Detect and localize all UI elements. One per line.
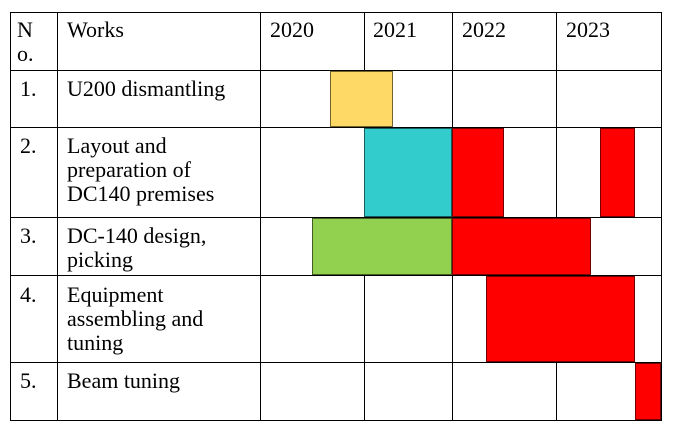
row-4-works: Equipment assembling and tuning [67, 282, 204, 355]
gantt-bar-row-3 [312, 218, 452, 275]
table-row-border [10, 127, 662, 128]
table-row-border [10, 217, 662, 218]
table-column-border [556, 12, 557, 421]
table-column-border [260, 12, 261, 421]
gantt-bar-row-3 [452, 218, 591, 275]
row-3-works: DC-140 design, picking [67, 223, 207, 272]
table-row-border [10, 12, 662, 13]
row-1-works: U200 dismantling [67, 76, 226, 101]
header-year-2020: 2020 [270, 17, 314, 42]
table-row-border [10, 420, 662, 421]
row-1-no: 1. [20, 76, 37, 101]
table-row-border [10, 362, 662, 363]
table-row-border [10, 275, 662, 276]
header-year-2022: 2022 [462, 17, 506, 42]
header-year-2023: 2023 [566, 17, 610, 42]
row-5-works: Beam tuning [67, 368, 181, 393]
header-works: Works [67, 17, 124, 42]
table-row-border [10, 70, 662, 71]
table-column-border [57, 12, 58, 421]
gantt-bar-row-4 [486, 276, 635, 362]
header-no: N o. [17, 17, 34, 66]
row-3-no: 3. [20, 223, 37, 248]
gantt-bar-row-5 [634, 363, 661, 420]
row-5-no: 5. [20, 368, 37, 393]
gantt-bar-row-1 [329, 71, 394, 127]
row-4-no: 4. [20, 282, 37, 307]
row-2-no: 2. [20, 133, 37, 158]
table-column-border [661, 12, 662, 421]
gantt-bar-row-2 [364, 128, 452, 217]
row-2-works: Layout and preparation of DC140 premises [67, 133, 215, 206]
gantt-bar-row-2 [452, 128, 504, 217]
table-column-border [10, 12, 11, 421]
gantt-bar-row-2 [600, 128, 635, 217]
header-year-2021: 2021 [373, 17, 417, 42]
